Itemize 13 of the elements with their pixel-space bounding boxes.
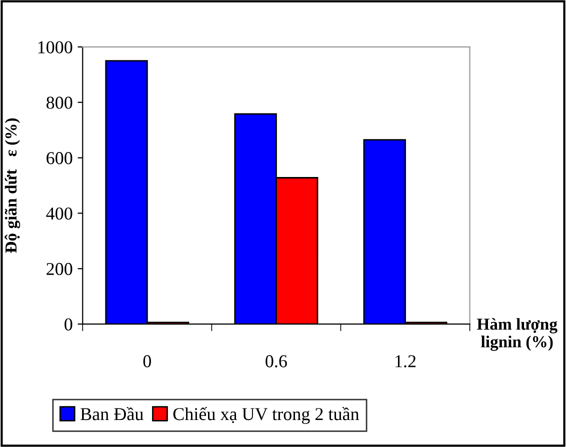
y-tick-label: 200 (46, 262, 72, 276)
x-tick-label: 0.6 (266, 355, 287, 368)
y-axis-title: Độ giãn dứt ε (%) (4, 118, 20, 253)
legend-label: Ban Đầu (80, 406, 144, 420)
y-tick-label: 1000 (38, 41, 72, 54)
legend-label: Chiếu xạ UV trong 2 tuần (173, 406, 360, 424)
y-tick-label: 800 (46, 96, 72, 109)
y-tick-label: 0 (64, 318, 72, 331)
x-axis-title: Hàm lượng lignin (%) (476, 318, 558, 351)
x-tick-label: 1.2 (396, 355, 416, 368)
x-tick-label: 0 (143, 355, 151, 368)
y-tick-label: 600 (46, 152, 72, 164)
y-tick-label: 400 (46, 207, 72, 220)
